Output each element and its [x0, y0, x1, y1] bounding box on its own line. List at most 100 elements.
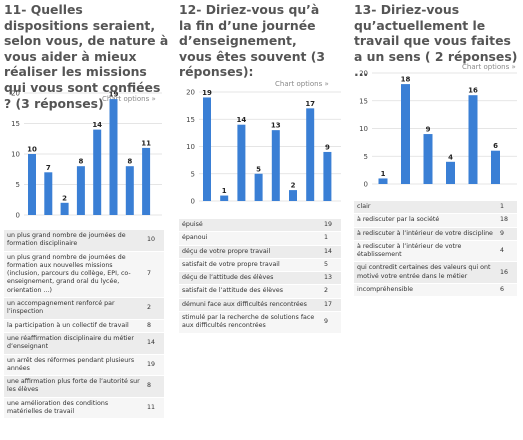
bar[interactable]: [142, 147, 151, 215]
answer-count: 14: [320, 245, 341, 259]
bar-value-label: 16: [468, 87, 478, 95]
chart-title: 12- Diriez-vous qu’à la fin d’une journé…: [179, 2, 326, 80]
bar[interactable]: [203, 97, 211, 201]
answer-label: satisfait de l’attitude des élèves: [179, 284, 320, 299]
answer-count: 11: [143, 397, 164, 420]
bar[interactable]: [28, 154, 36, 215]
bar-value-label: 13: [271, 122, 281, 130]
bar[interactable]: [93, 129, 102, 215]
answer-count: 4: [496, 240, 517, 263]
bar[interactable]: [60, 202, 69, 215]
answer-count: 9: [320, 311, 341, 334]
panel-q12: 12- Diriez-vous qu’à la fin d’une journé…: [177, 0, 345, 440]
bar[interactable]: [109, 99, 118, 215]
answer-label: qui contredit certaines des valeurs qui …: [354, 261, 496, 285]
answer-label: un plus grand nombre de journées de form…: [4, 251, 143, 299]
table-row: à rediscuter à l’intérieur de votre disc…: [354, 227, 517, 241]
bar[interactable]: [491, 150, 500, 184]
bar[interactable]: [323, 151, 332, 201]
answer-label: déçu de votre propre travail: [179, 245, 320, 259]
bar[interactable]: [401, 84, 410, 184]
table-row: une réaffirmation disciplinaire du métie…: [4, 332, 164, 355]
bar-value-label: 8: [127, 158, 132, 166]
bar-value-label: 1: [222, 187, 227, 195]
bar-value-label: 8: [78, 158, 83, 166]
bar[interactable]: [468, 95, 478, 184]
answer-count: 13: [320, 271, 341, 286]
bar[interactable]: [423, 134, 433, 184]
answer-count: 19: [320, 219, 341, 233]
bar-value-label: 9: [325, 143, 330, 151]
answer-label: un accompagnement renforcé par l’inspect…: [4, 297, 143, 320]
chart-options-link[interactable]: Chart options »: [275, 80, 329, 88]
bar-value-label: 18: [401, 76, 411, 84]
bar[interactable]: [254, 173, 263, 201]
y-tick-label: 5: [364, 153, 368, 161]
table-row: à rediscuter par la société 18: [354, 213, 517, 228]
bar[interactable]: [289, 190, 297, 201]
answer-count: 2: [320, 284, 341, 299]
answer-label: satisfait de votre propre travail: [179, 258, 320, 273]
table-row: satisfait de votre propre travail 5: [179, 258, 341, 273]
bar[interactable]: [125, 166, 134, 215]
bar[interactable]: [306, 108, 315, 201]
answer-label: épanoui: [179, 231, 320, 246]
panel-q11: 11- Quelles dispositions seraient, selon…: [2, 0, 170, 440]
answer-count: 18: [496, 213, 517, 228]
table-row: une affirmation plus forte de l’autorité…: [4, 375, 164, 398]
answer-label: une amélioration des conditions matériel…: [4, 397, 143, 420]
y-tick-label: 10: [11, 151, 20, 159]
bar[interactable]: [446, 161, 455, 184]
answer-count: 14: [143, 332, 164, 355]
answer-count: 8: [143, 319, 164, 333]
table-row: la participation à un collectif de trava…: [4, 319, 164, 333]
answer-label: démuni face aux difficultés rencontrées: [179, 298, 320, 313]
bar[interactable]: [76, 166, 85, 215]
table-row: déçu de votre propre travail 14: [179, 245, 341, 259]
table-row: une amélioration des conditions matériel…: [4, 397, 164, 420]
answer-count: 2: [143, 297, 164, 320]
answer-label: à rediscuter à l’intérieur de votre étab…: [354, 240, 496, 263]
answer-count: 6: [496, 283, 517, 298]
bar[interactable]: [237, 124, 246, 201]
answer-count: 7: [143, 251, 164, 299]
y-tick-label: 20: [11, 90, 20, 98]
table-row: satisfait de l’attitude des élèves 2: [179, 284, 341, 299]
bar-value-label: 6: [493, 142, 498, 150]
bar-value-label: 19: [109, 91, 119, 99]
bar-value-label: 7: [46, 164, 51, 172]
answer-count: 5: [320, 258, 341, 273]
table-row: stimulé par la recherche de solutions fa…: [179, 311, 341, 334]
answer-label: à rediscuter par la société: [354, 213, 496, 228]
table-row: clair 1: [354, 201, 517, 215]
bar-value-label: 5: [256, 165, 261, 173]
answer-label: une réaffirmation disciplinaire du métie…: [4, 332, 143, 355]
bar-chart-q12: 0 5 10 15 20 19 1 14 5 13 2 17 9: [186, 89, 341, 206]
answer-label: un arrêt des réformes pendant plusieurs …: [4, 354, 143, 377]
bar-value-label: 14: [92, 121, 102, 129]
bar-value-label: 17: [305, 100, 315, 108]
bar[interactable]: [44, 172, 53, 215]
y-tick-label: 15: [359, 97, 368, 105]
bar[interactable]: [220, 195, 229, 201]
y-tick-label: 0: [191, 198, 195, 206]
y-tick-label: 15: [186, 116, 195, 124]
bar[interactable]: [378, 178, 388, 184]
bar-value-label: 1: [381, 170, 386, 178]
answer-count: 1: [320, 231, 341, 246]
chart-options-link[interactable]: Chart options »: [462, 63, 516, 71]
y-tick-label: 20: [186, 89, 195, 97]
y-tick-label: 0: [16, 212, 20, 220]
answer-label: à rediscuter à l’intérieur de votre disc…: [354, 227, 496, 241]
answer-label: stimulé par la recherche de solutions fa…: [179, 311, 320, 334]
y-tick-label: 0: [364, 181, 368, 189]
bar[interactable]: [271, 130, 280, 201]
table-row: un accompagnement renforcé par l’inspect…: [4, 297, 164, 320]
table-row: démuni face aux difficultés rencontrées 1…: [179, 298, 341, 313]
answer-label: la participation à un collectif de trava…: [4, 319, 143, 333]
chart-options-link[interactable]: Chart options »: [102, 95, 156, 103]
y-tick-label: 10: [359, 125, 368, 133]
answers-table-q13: clair 1 à rediscuter par la société 18 à red…: [354, 201, 517, 298]
answer-count: 19: [143, 354, 164, 377]
answers-table-q12: épuisé 19 épanoui 1 déçu de votre propre tra…: [179, 219, 341, 334]
